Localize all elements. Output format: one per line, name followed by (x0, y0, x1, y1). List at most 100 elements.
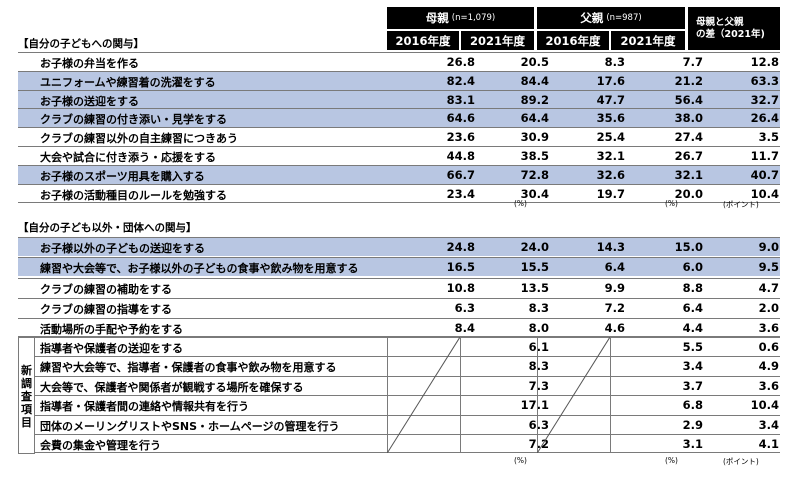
value-cell: 23.6 (446, 130, 475, 145)
table-row: 大会等で、保護者や関係者が観戦する場所を確保する 7.3 3.7 3.6 (18, 375, 780, 395)
value-cell: 7.7 (682, 55, 703, 69)
table-row: お子様の送迎をする 83.1 89.2 47.7 56.4 32.7 (18, 89, 780, 109)
value-cell: 25.4 (596, 130, 625, 145)
table-row: 練習や大会等で、お子様以外の子どもの食事や飲み物を用意する 16.5 15.5 6.4… (18, 257, 780, 277)
value-cell: 26.8 (446, 55, 475, 69)
value-cell: 47.7 (596, 92, 625, 107)
value-cell: 6.3 (454, 300, 475, 315)
value-cell: 13.5 (520, 280, 549, 295)
table-row: お子様のスポーツ用具を購入する 66.7 72.8 32.6 32.1 40.7 (18, 164, 780, 184)
value-cell: 19.7 (596, 186, 625, 201)
new-items-label-char: 目 (21, 415, 32, 429)
value-cell: 16.5 (446, 260, 475, 275)
value-cell: 3.4 (682, 359, 703, 374)
value-cell: 8.4 (454, 321, 475, 336)
table-row: クラブの練習の付き添い・見学をする 64.6 64.4 35.6 38.0 26.4 (18, 108, 780, 128)
value-cell: 4.1 (758, 437, 779, 451)
new-items-label-char: 項 (21, 402, 32, 416)
value-cell: 24.0 (520, 240, 549, 254)
value-cell: 17.6 (596, 73, 625, 88)
value-cell: 38.0 (674, 111, 703, 126)
value-cell: 89.2 (520, 92, 549, 107)
value-cell: 32.1 (596, 149, 625, 163)
row-label: お子様の活動種目のルールを勉強する (40, 188, 227, 202)
value-cell: 3.7 (682, 378, 703, 393)
header-diff: 母親と父親 の差（2021年) (688, 7, 780, 50)
header-mother-n: (n=1,079) (451, 13, 496, 23)
value-cell: 15.0 (674, 240, 703, 254)
value-cell: 20.5 (520, 55, 549, 69)
na-cell-border (460, 337, 461, 454)
value-cell: 26.4 (750, 111, 779, 126)
table-row: お子様の弁当を作る 26.8 20.5 8.3 7.7 12.8 (18, 52, 780, 71)
new-items-label-box: 新調査項目 (18, 337, 35, 455)
value-cell: 35.6 (596, 111, 625, 126)
na-cell-border (387, 337, 388, 454)
value-cell: 44.8 (446, 149, 475, 163)
row-label: 指導者・保護者間の連絡や情報共有を行う (40, 400, 249, 414)
value-cell: 6.4 (682, 300, 703, 315)
value-cell: 8.3 (528, 300, 549, 315)
section2-unit-father: (%) (665, 456, 678, 465)
value-cell: 3.1 (682, 437, 703, 451)
value-cell: 8.3 (528, 359, 549, 374)
value-cell: 4.7 (758, 280, 779, 295)
value-cell: 24.8 (446, 240, 475, 254)
section2-unit-mother: (%) (514, 456, 527, 465)
value-cell: 3.6 (758, 321, 779, 336)
value-cell: 21.2 (674, 73, 703, 88)
value-cell: 40.7 (750, 167, 779, 182)
value-cell: 9.0 (758, 240, 779, 254)
header-father-label: 父親 (580, 11, 604, 25)
header-diff-line1: 母親と父親 (696, 16, 744, 28)
header-father-2021: 2021年度 (611, 31, 685, 50)
value-cell: 63.3 (750, 73, 779, 88)
value-cell: 30.4 (520, 186, 549, 201)
table-row: クラブの練習の補助をする 10.8 13.5 9.9 8.8 4.7 (18, 277, 780, 297)
value-cell: 30.9 (520, 130, 549, 145)
value-cell: 10.4 (750, 398, 779, 413)
value-cell: 32.7 (750, 92, 779, 107)
row-label: クラブの練習の補助をする (40, 282, 172, 296)
table-row: ユニフォームや練習着の洗濯をする 82.4 84.4 17.6 21.2 63.3 (18, 70, 780, 90)
na-cell-border (537, 337, 538, 454)
value-cell: 8.8 (682, 280, 703, 295)
value-cell: 7.3 (528, 378, 549, 393)
value-cell: 3.6 (758, 378, 779, 393)
value-cell: 11.7 (750, 149, 779, 163)
value-cell: 72.8 (520, 167, 549, 182)
value-cell: 8.0 (528, 321, 549, 336)
header-mother: 母親 (n=1,079) (387, 7, 534, 29)
value-cell: 32.1 (674, 167, 703, 182)
value-cell: 2.9 (682, 417, 703, 432)
value-cell: 3.5 (758, 130, 779, 145)
value-cell: 83.1 (446, 92, 475, 107)
section1-unit-point: (ポイント) (723, 200, 759, 209)
header-father-n: (n=987) (606, 13, 642, 23)
row-label: 練習や大会等で、お子様以外の子どもの食事や飲み物を用意する (40, 262, 359, 276)
value-cell: 12.8 (750, 55, 779, 69)
header-mother-label: 母親 (425, 11, 449, 25)
value-cell: 10.8 (446, 280, 475, 295)
value-cell: 14.3 (596, 240, 625, 254)
value-cell: 2.0 (758, 300, 779, 315)
value-cell: 6.3 (528, 417, 549, 432)
header-father-2016: 2016年度 (537, 31, 609, 50)
row-label: 団体のメーリングリストやSNS・ホームページの管理を行う (40, 419, 340, 433)
value-cell: 17.1 (520, 398, 549, 413)
row-label: お子様の送迎をする (40, 94, 139, 108)
section2-unit-point: (ポイント) (723, 457, 759, 466)
na-cell-border (610, 337, 611, 454)
header-father: 父親 (n=987) (537, 7, 685, 29)
row-label: お子様の弁当を作る (40, 57, 139, 70)
row-label: クラブの練習の付き添い・見学をする (40, 113, 227, 127)
table-row: 大会や試合に付き添う・応援をする 44.8 38.5 32.1 26.7 11.7 (18, 146, 780, 165)
value-cell: 4.9 (758, 359, 779, 374)
value-cell: 8.3 (604, 55, 625, 69)
row-label: クラブの練習の指導をする (40, 302, 172, 316)
row-label: 練習や大会等で、指導者・保護者の食事や飲み物を用意する (40, 361, 337, 375)
not-applicable-slash (387, 337, 460, 454)
value-cell: 0.6 (758, 340, 779, 354)
row-label: ユニフォームや練習着の洗濯をする (40, 75, 216, 89)
value-cell: 10.4 (750, 186, 779, 201)
